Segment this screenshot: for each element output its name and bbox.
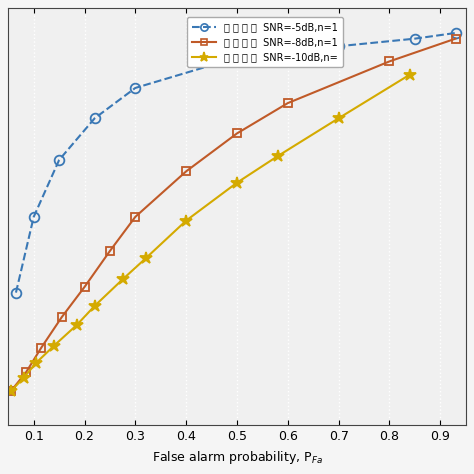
- Legend: 区 割 划 划  SNR=-5dB,n=1, 区 割 划 划  SNR=-8dB,n=1, 区 割 划 划  SNR=-10dB,n=: 区 割 划 划 SNR=-5dB,n=1, 区 割 划 划 SNR=-8dB,n…: [187, 18, 343, 67]
- X-axis label: False alarm probability, P$_{Fa}$: False alarm probability, P$_{Fa}$: [152, 449, 322, 465]
